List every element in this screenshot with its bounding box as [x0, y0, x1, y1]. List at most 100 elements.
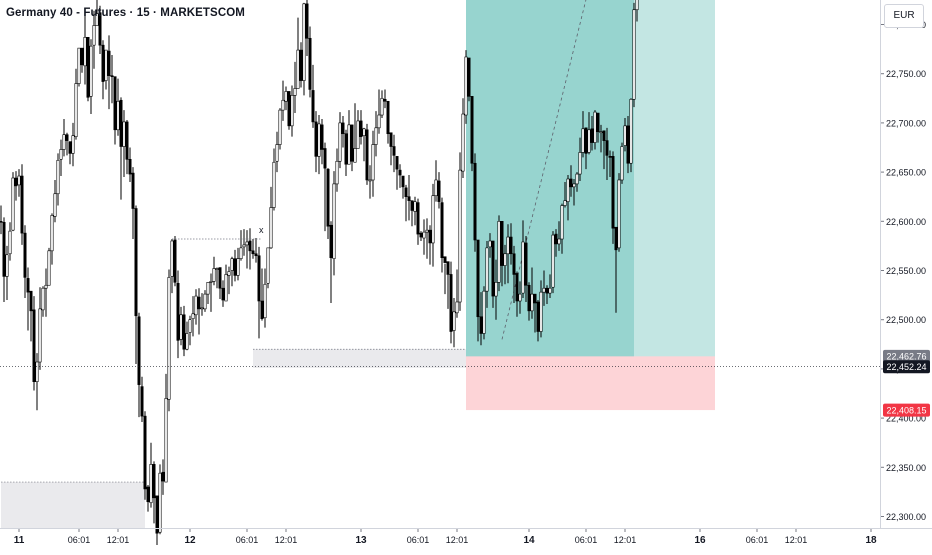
candle — [440, 202, 444, 259]
candle — [623, 125, 627, 146]
candle — [455, 301, 459, 314]
candle — [200, 307, 204, 310]
candle — [185, 333, 189, 350]
y-tick-label: 22,400.00 — [886, 414, 926, 424]
y-tick-label: 22,550.00 — [886, 266, 926, 276]
candle — [542, 287, 546, 293]
candle — [419, 232, 423, 238]
x-tick-label: 06:01 — [407, 535, 430, 545]
candle — [491, 240, 495, 297]
candle — [560, 205, 564, 240]
candle — [107, 50, 111, 76]
candle — [629, 98, 633, 164]
x-tick-label: 12 — [184, 535, 196, 546]
candle — [569, 178, 573, 188]
candle — [53, 193, 57, 217]
candle — [305, 3, 309, 39]
candle — [260, 300, 264, 320]
candle — [14, 177, 18, 187]
candle — [332, 183, 336, 259]
candle — [446, 261, 450, 275]
candle — [38, 308, 42, 363]
candle — [68, 141, 72, 154]
candle — [155, 495, 159, 534]
candle — [8, 230, 12, 255]
candle — [320, 124, 324, 150]
candle — [575, 173, 579, 185]
candle — [506, 236, 510, 255]
candle — [620, 146, 624, 181]
candle — [236, 258, 240, 276]
candle — [497, 221, 501, 283]
candle — [101, 44, 105, 82]
y-tick-label: 22,350.00 — [886, 463, 926, 473]
candle — [119, 99, 123, 147]
candle — [527, 284, 531, 312]
zones-layer — [1, 348, 466, 529]
candle — [284, 91, 288, 102]
candle — [35, 361, 39, 382]
candle — [524, 242, 528, 286]
candle — [173, 239, 177, 283]
candle — [608, 156, 612, 158]
candle — [371, 144, 375, 181]
profit-zone-filled — [466, 0, 634, 357]
candle — [362, 128, 366, 136]
x-tick-label: 12:01 — [614, 535, 637, 545]
loss-zone — [466, 356, 715, 411]
candle — [503, 253, 507, 266]
entry-price-label: 22,462.76 — [886, 352, 926, 362]
candle — [566, 178, 570, 202]
candle — [98, 12, 102, 46]
candle — [209, 281, 213, 283]
candle — [296, 49, 300, 89]
candle — [404, 187, 408, 197]
candle — [398, 169, 402, 176]
candle — [23, 232, 27, 278]
candle — [368, 179, 372, 182]
candle — [365, 129, 369, 181]
candle — [548, 287, 552, 294]
candle — [149, 464, 153, 504]
candle — [233, 258, 237, 276]
candle — [302, 3, 306, 81]
candle — [212, 268, 216, 282]
candle — [62, 134, 66, 150]
last-price-label: 22,452.24 — [886, 362, 926, 372]
range-zone — [253, 349, 466, 368]
candle — [218, 267, 222, 289]
y-tick-label: 22,600.00 — [886, 217, 926, 227]
candle — [533, 293, 537, 304]
candle — [554, 233, 558, 245]
candle — [272, 161, 276, 208]
candle — [47, 250, 51, 286]
candle — [80, 47, 84, 66]
x-tick-label: 06:01 — [575, 535, 598, 545]
x-tick-label: 14 — [523, 535, 535, 546]
candle — [266, 247, 270, 284]
candle — [464, 56, 468, 116]
time-axis: 11 06:01 12:01 12 06:01 12:01 13 06:01 12:01 14 06… — [14, 528, 877, 546]
candles-layer: x — [0, 0, 639, 546]
candle — [59, 149, 63, 160]
candle — [65, 134, 69, 141]
candle — [278, 109, 282, 145]
candle — [422, 231, 426, 239]
y-tick-label: 22,750.00 — [886, 69, 926, 79]
candle — [509, 236, 513, 255]
candle — [251, 250, 255, 255]
candle — [353, 148, 357, 163]
range-zone — [1, 482, 145, 529]
candle — [293, 88, 297, 96]
candle — [2, 221, 6, 277]
currency-button[interactable]: EUR — [884, 4, 924, 28]
candle — [359, 120, 363, 137]
marker-x: x — [259, 225, 264, 235]
candle — [17, 175, 21, 186]
candle — [32, 309, 36, 382]
candle — [539, 291, 543, 332]
stop-price-label-bg — [883, 403, 930, 417]
candle — [392, 146, 396, 156]
